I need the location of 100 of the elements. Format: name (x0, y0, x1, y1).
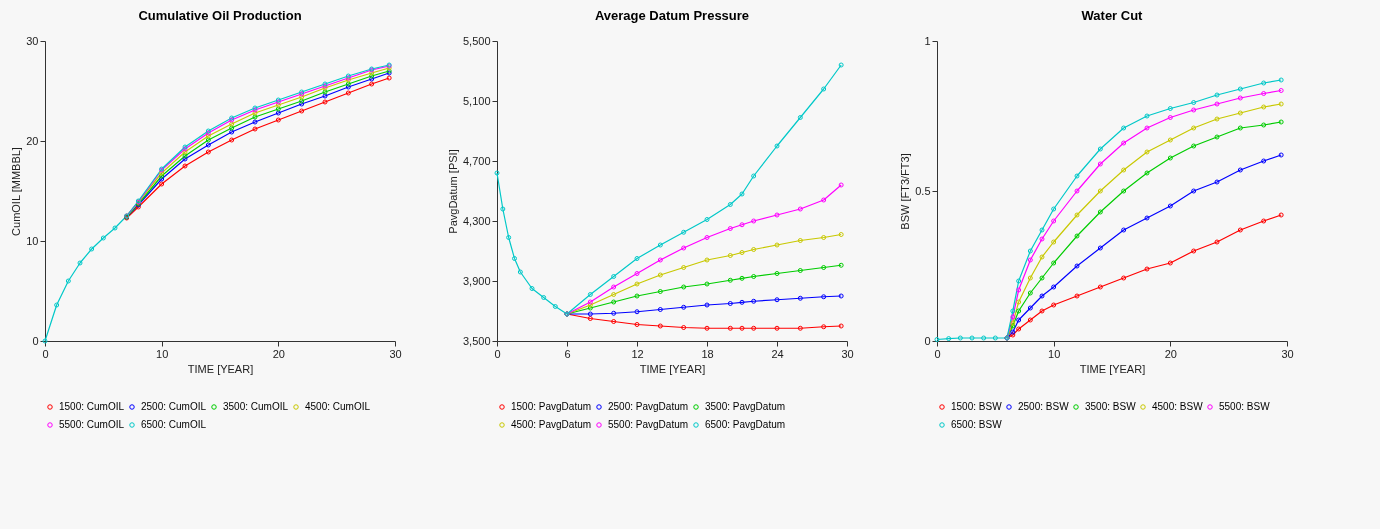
point (1074, 212, 1080, 218)
y-tick-label: 0.5 (915, 184, 931, 197)
point (1027, 257, 1033, 263)
point (1097, 284, 1103, 290)
point (369, 81, 375, 87)
point (727, 325, 733, 331)
x-tick-label: 30 (841, 347, 854, 360)
point (1016, 317, 1022, 323)
point (1237, 125, 1243, 131)
point (1167, 137, 1173, 143)
legend-label: 3500: CumOIL (223, 401, 289, 412)
point (1016, 308, 1022, 314)
point (657, 323, 663, 329)
point (1074, 263, 1080, 269)
point (821, 294, 827, 300)
point (611, 292, 617, 297)
point (205, 137, 211, 143)
y-axis-title: CumOIL [MMBBL] (10, 147, 23, 236)
point (657, 242, 663, 248)
x-tick-label: 0 (42, 347, 49, 360)
point (727, 253, 733, 258)
point (1191, 107, 1197, 113)
point (1097, 245, 1103, 251)
point (1074, 293, 1080, 299)
point (1027, 305, 1033, 311)
x-tick-label: 10 (156, 347, 169, 360)
point (657, 289, 663, 294)
legend-label: 3500: PavgDatum (705, 401, 786, 412)
point (704, 325, 710, 331)
point (634, 271, 640, 276)
point (182, 163, 188, 169)
point (275, 106, 281, 112)
point (275, 117, 281, 123)
point (1214, 134, 1220, 140)
point (77, 260, 83, 266)
point (1214, 179, 1220, 185)
point (727, 226, 733, 231)
point (1097, 209, 1103, 215)
point (517, 269, 523, 275)
point (739, 222, 745, 228)
point (992, 335, 998, 341)
y-tick-label: 5,500 (462, 34, 491, 47)
point (89, 246, 95, 252)
point (727, 277, 733, 283)
y-tick-label: 20 (26, 134, 39, 147)
point (1144, 125, 1150, 131)
point (704, 302, 710, 308)
point (1051, 206, 1057, 212)
point (1261, 104, 1267, 110)
point (1051, 260, 1057, 266)
y-tick-label: 0 (32, 334, 39, 347)
point (774, 212, 780, 218)
point (774, 143, 780, 149)
y-axis-title: BSW [FT3/FT3] (899, 153, 912, 230)
point (1097, 161, 1103, 167)
x-tick-label: 24 (771, 347, 784, 360)
point (252, 126, 258, 132)
point (229, 129, 235, 135)
chart-title: Average Datum Pressure (594, 8, 750, 23)
point (1121, 275, 1127, 281)
point (739, 325, 745, 331)
y-axis-title: PavgDatum [PSI] (446, 149, 459, 234)
point (797, 325, 803, 331)
legend-label: 6500: CumOIL (141, 419, 207, 430)
point (1051, 218, 1057, 224)
point (1191, 143, 1197, 149)
point (1214, 239, 1220, 245)
point (587, 292, 593, 297)
y-tick-label: 1 (924, 34, 931, 47)
point (1237, 95, 1243, 101)
point (821, 86, 827, 92)
point (1039, 275, 1045, 281)
point (1261, 158, 1267, 164)
point (1261, 218, 1267, 224)
point (751, 247, 757, 252)
point (1051, 284, 1057, 290)
point (797, 238, 803, 243)
legend-label: 1500: PavgDatum (511, 401, 592, 412)
point (1191, 125, 1197, 131)
point (159, 181, 165, 187)
point (1027, 275, 1033, 281)
point (1097, 188, 1103, 194)
point (1237, 227, 1243, 233)
point (1214, 101, 1220, 107)
point (634, 293, 640, 299)
point (1051, 239, 1057, 245)
point (797, 268, 803, 273)
point (704, 281, 710, 287)
point (1121, 167, 1127, 173)
point (751, 173, 757, 179)
legend-label: 4500: PavgDatum (511, 419, 592, 430)
legend-label: 6500: BSW (951, 419, 1003, 430)
point (229, 121, 235, 127)
point (552, 304, 558, 309)
point (739, 275, 745, 281)
point (1191, 100, 1197, 105)
point (529, 286, 535, 291)
point (1214, 92, 1220, 98)
point (1016, 326, 1022, 332)
point (821, 197, 827, 203)
